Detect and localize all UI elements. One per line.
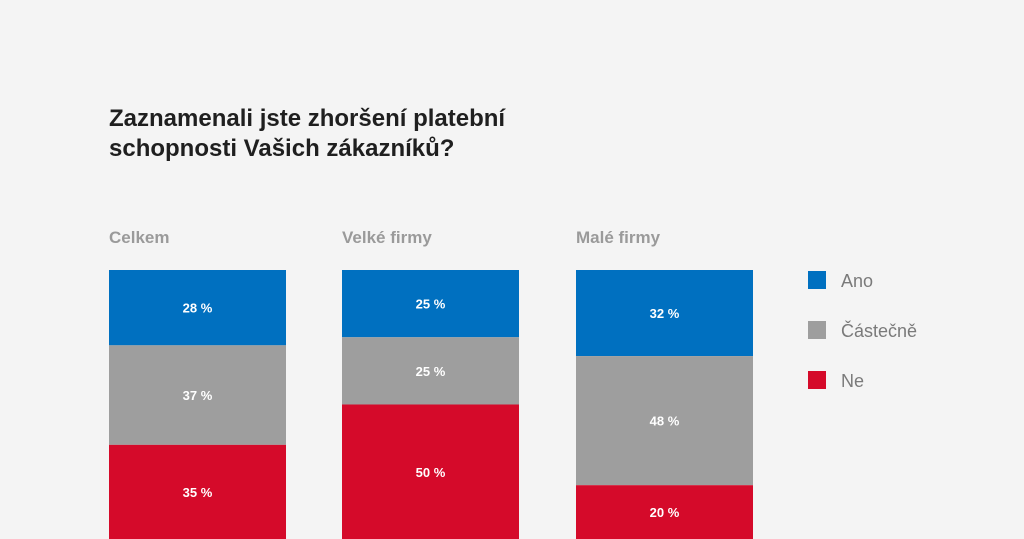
data-label-male-firmy-ne: 20 % <box>650 505 680 520</box>
bar-male-firmy-ano <box>576 270 753 357</box>
bar-velke-firmy-ano <box>342 270 519 338</box>
data-label-celkem-ne: 35 % <box>183 485 213 500</box>
data-label-male-firmy-castecne: 48 % <box>650 414 680 429</box>
legend-swatch-castecne <box>808 321 826 339</box>
bar-celkem-ano <box>109 270 286 346</box>
bar-male-firmy-ne <box>576 485 753 539</box>
legend-label-ne: Ne <box>841 371 864 391</box>
legend-label-castecne: Částečně <box>841 320 917 341</box>
chart-title: Zaznamenali jste zhoršení platební schop… <box>109 105 506 162</box>
bar-velke-firmy-ne <box>342 404 519 539</box>
bar-celkem-castecne <box>109 345 286 445</box>
legend-label-ano: Ano <box>841 271 873 291</box>
bar-velke-firmy-castecne <box>342 337 519 405</box>
legend-swatch-ne <box>808 371 826 389</box>
category-label-male-firmy: Malé firmy <box>576 228 661 247</box>
category-label-velke-firmy: Velké firmy <box>342 228 432 247</box>
data-label-male-firmy-ano: 32 % <box>650 306 680 321</box>
legend-swatch-ano <box>808 271 826 289</box>
data-label-celkem-castecne: 37 % <box>183 388 213 403</box>
bar-male-firmy-castecne <box>576 356 753 486</box>
data-label-velke-firmy-castecne: 25 % <box>416 364 446 379</box>
data-label-velke-firmy-ano: 25 % <box>416 297 446 312</box>
data-label-celkem-ano: 28 % <box>183 301 213 316</box>
data-label-velke-firmy-ne: 50 % <box>416 465 446 480</box>
category-label-celkem: Celkem <box>109 228 169 247</box>
bar-celkem-ne <box>109 444 286 539</box>
